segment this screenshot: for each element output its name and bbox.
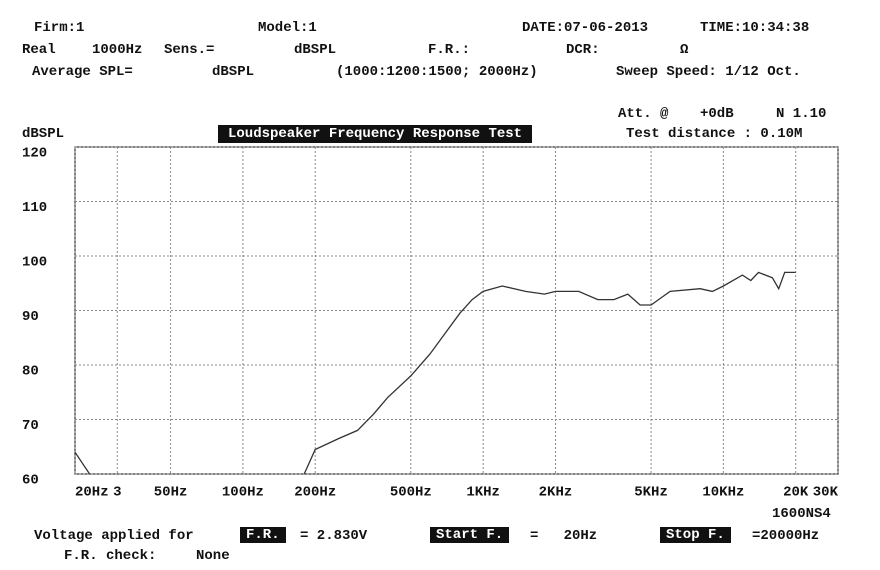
firm: Firm:1 xyxy=(34,20,85,36)
x-tick-label: 100Hz xyxy=(222,485,264,501)
y-tick-label: 70 xyxy=(22,418,39,434)
sens: Sens.= xyxy=(164,42,215,58)
x-tick-label: 30K xyxy=(813,485,839,501)
start-value: = 20Hz xyxy=(530,528,598,544)
x-tick-label: 20K xyxy=(783,485,809,501)
voltage-label: Voltage applied for xyxy=(34,528,194,544)
y-tick-label: 90 xyxy=(22,309,39,325)
x-tick-label: 1KHz xyxy=(466,485,500,501)
y-tick-label: 80 xyxy=(22,364,39,380)
x-tick-label: 2KHz xyxy=(539,485,573,501)
y-axis-label: dBSPL xyxy=(22,126,65,142)
x-tick-label: 3 xyxy=(113,485,121,501)
sens-unit: dBSPL xyxy=(294,42,337,58)
average-spl: Average SPL= xyxy=(32,64,133,80)
time: TIME:10:34:38 xyxy=(700,20,810,36)
y-tick-label: 100 xyxy=(22,255,47,271)
att-value: +0dB xyxy=(700,106,734,122)
stop-value: =20000Hz xyxy=(752,528,820,544)
fr-check: F.R. check: xyxy=(64,548,157,564)
sweep-speed: Sweep Speed: 1/12 Oct. xyxy=(616,64,801,80)
ohm: Ω xyxy=(680,42,689,58)
model-code: 1600NS4 xyxy=(772,506,831,522)
start-box: Start F. xyxy=(430,527,510,543)
test-distance: Test distance : 0.10M xyxy=(626,126,803,142)
average-unit: dBSPL xyxy=(212,64,255,80)
fr-box: F.R. xyxy=(240,527,286,543)
n-value: N 1.10 xyxy=(776,106,827,122)
x-tick-label: 20Hz xyxy=(75,485,109,501)
date: DATE:07-06-2013 xyxy=(522,20,649,36)
stop-box: Stop F. xyxy=(660,527,731,543)
y-tick-label: 110 xyxy=(22,200,47,216)
model: Model:1 xyxy=(258,20,317,36)
x-tick-label: 50Hz xyxy=(154,485,188,501)
x-tick-label: 500Hz xyxy=(390,485,432,501)
fr-check-value: None xyxy=(196,548,230,564)
x-tick-label: 200Hz xyxy=(294,485,336,501)
dcr: DCR: xyxy=(566,42,600,58)
fr-label: F.R.: xyxy=(428,42,471,58)
x-tick-label: 5KHz xyxy=(634,485,668,501)
y-tick-label: 60 xyxy=(22,473,39,489)
chart-title: Loudspeaker Frequency Response Test xyxy=(218,125,533,143)
att: Att. @ xyxy=(618,106,669,122)
real-freq: 1000Hz xyxy=(92,42,143,58)
real: Real xyxy=(22,42,56,58)
fr-voltage: = 2.830V xyxy=(300,528,368,544)
response-curve xyxy=(74,271,796,475)
x-tick-label: 10KHz xyxy=(702,485,744,501)
y-tick-label: 120 xyxy=(22,146,47,162)
average-freqs: (1000:1200:1500; 2000Hz) xyxy=(336,64,538,80)
